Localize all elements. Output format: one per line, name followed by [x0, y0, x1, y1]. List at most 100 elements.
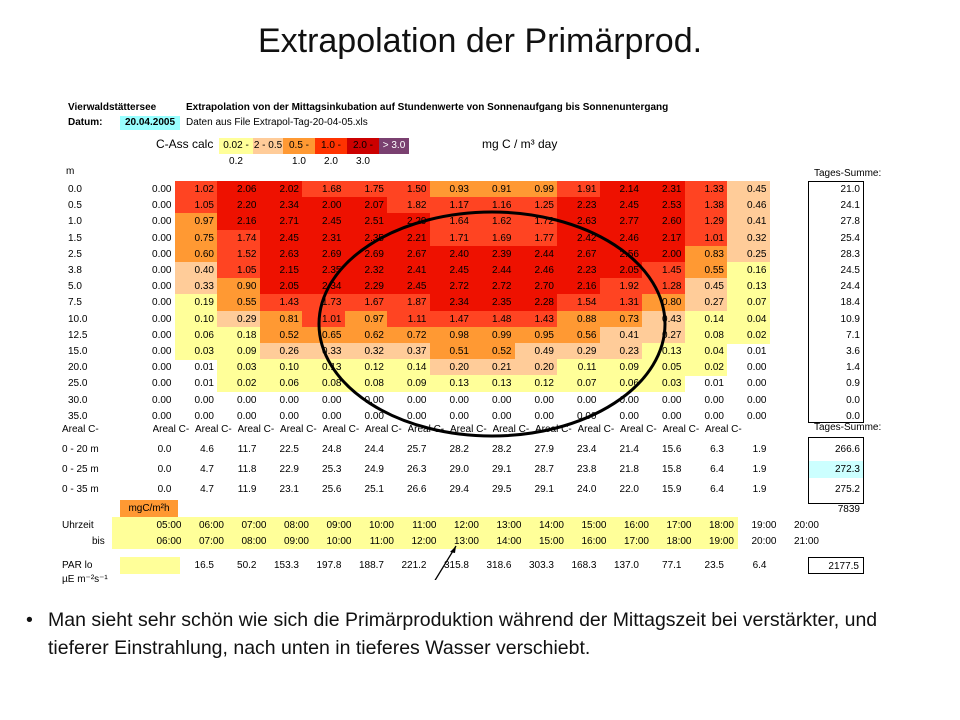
- data-cell: 2.42: [557, 229, 600, 247]
- data-cell: 1.05: [217, 262, 260, 279]
- data-cell: 0.03: [217, 359, 260, 377]
- data-cell: 0.04: [684, 343, 727, 360]
- row-sum: 24.1: [840, 200, 860, 212]
- data-cell: 0.00: [492, 394, 512, 406]
- areal-header-cell: Areal C-Ass: [662, 424, 700, 435]
- data-cell: 1.33: [684, 181, 727, 198]
- par-value: 77.1: [662, 560, 682, 571]
- data-cell: 2.40: [429, 245, 472, 263]
- time-to: 18:00: [666, 536, 692, 547]
- data-cell: 1.11: [387, 310, 430, 328]
- areal-cell: 6.3: [710, 444, 724, 455]
- highlight-ellipse: [317, 210, 667, 438]
- par-value: 303.3: [528, 560, 554, 571]
- sheet-title: Extrapolation von der Mittagsinkubation …: [186, 102, 669, 113]
- data-cell: 1.16: [472, 197, 515, 215]
- data-cell: 1.68: [302, 181, 345, 198]
- data-cell: 0.18: [217, 326, 260, 344]
- areal-cell: 29.1: [534, 484, 554, 495]
- par-value: 197.8: [316, 560, 342, 571]
- data-cell: 0.00: [747, 394, 767, 406]
- areal-cell: 23.1: [279, 484, 299, 495]
- par-value: 315.8: [443, 560, 469, 571]
- areal-cell: 23.4: [577, 444, 597, 455]
- data-cell: 0.13: [727, 278, 770, 296]
- data-cell: 1.43: [259, 294, 302, 312]
- areal-cell: 22.5: [279, 444, 299, 455]
- areal-header-cell: Areal C-Ass: [620, 424, 657, 435]
- data-cell: 0.00: [534, 394, 554, 406]
- legend-swatch: 0.5 - 1.0: [283, 138, 315, 167]
- par-value: 153.3: [273, 560, 299, 571]
- bullet-text: Man sieht sehr schön wie sich die Primär…: [48, 609, 878, 659]
- time-to: 21:00: [793, 536, 819, 547]
- data-cell: 0.46: [727, 197, 770, 215]
- depth-label: 0.0: [68, 184, 82, 195]
- data-cell: 1.31: [599, 294, 642, 312]
- data-cell: 0.08: [684, 326, 727, 344]
- date-label: Datum:: [68, 117, 103, 128]
- data-cell: 0.23: [599, 343, 642, 360]
- data-cell: 2.67: [387, 245, 430, 263]
- areal-header-cell: Areal C-Ass: [450, 424, 487, 435]
- data-cell: 2.69: [344, 245, 387, 263]
- data-cell: 1.01: [302, 310, 345, 328]
- data-cell: 2.16: [217, 213, 260, 231]
- time-from: 10:00: [368, 520, 394, 531]
- data-cell: 2.72: [472, 278, 515, 296]
- time-to: 17:00: [623, 536, 649, 547]
- legend-swatch: 2 - 0.5: [253, 138, 283, 154]
- areal-cell: 0.0: [157, 484, 172, 495]
- row-sum: 0.9: [846, 378, 860, 390]
- time-from: 20:00: [793, 520, 819, 531]
- unit-label: mg C / m³ day: [482, 137, 558, 151]
- areal-cell: 28.7: [534, 464, 554, 475]
- legend-swatch: > 3.0: [379, 138, 409, 154]
- data-cell: 0.09: [599, 359, 642, 377]
- data-cell: 0.01: [194, 362, 214, 374]
- areal-cell: 29.4: [449, 484, 469, 495]
- data-cell: 0.41: [727, 213, 770, 231]
- data-cell: 0.91: [472, 181, 515, 198]
- areal-sum: 266.6: [834, 444, 860, 455]
- areal-cell: 11.8: [237, 464, 257, 475]
- data-cell: 0.00: [152, 200, 172, 212]
- par-value: 137.0: [613, 560, 639, 571]
- data-cell: 0.00: [364, 394, 384, 406]
- data-cell: 0.20: [514, 359, 557, 377]
- par-value: 16.5: [194, 560, 214, 571]
- areal-header-cell: Areal C-Ass: [705, 424, 742, 435]
- data-cell: 2.60: [642, 213, 685, 231]
- depth-label: 30.0: [68, 394, 88, 406]
- areal-header-cell: Areal C-Ass: [492, 424, 530, 435]
- time-from: 12:00: [453, 520, 479, 531]
- depth-label: 1.0: [68, 216, 82, 228]
- slide-title: Extrapolation der Primärprod.: [257, 22, 703, 60]
- data-cell: 2.21: [387, 229, 430, 247]
- areal-header-cell: Areal C-Ass: [280, 424, 317, 435]
- time-from: 17:00: [666, 520, 692, 531]
- data-cell: 0.29: [217, 310, 260, 328]
- areal-cell: 22.0: [619, 484, 639, 495]
- areal-cell: 15.6: [662, 444, 682, 455]
- depth-label: 15.0: [68, 346, 88, 357]
- legend-swatch: 2.0 - 3.0: [347, 138, 379, 167]
- data-cell: 0.65: [302, 326, 345, 344]
- time-to: 10:00: [326, 536, 352, 547]
- legend-swatch: 0.02 - 0.2: [219, 138, 253, 167]
- data-cell: 0.12: [344, 359, 387, 377]
- areal-row-label: 0 - 20 m: [62, 444, 99, 455]
- tages-summe-label: Tages-Summe:: [814, 168, 882, 179]
- areal-cell: 11.9: [237, 484, 257, 495]
- data-cell: 0.26: [259, 343, 302, 360]
- row-sum: 10.9: [840, 313, 860, 325]
- data-cell: 0.00: [322, 394, 342, 406]
- data-cell: 0.00: [662, 410, 682, 422]
- depth-label: 25.0: [68, 378, 88, 390]
- areal-cell: 25.1: [364, 484, 384, 495]
- areal-cell: 6.4: [710, 484, 724, 495]
- areal-row-label: 0 - 35 m: [62, 484, 99, 495]
- areal-header-cell: Areal C-Ass: [322, 424, 360, 435]
- data-cell: 0.00: [449, 410, 469, 422]
- data-cell: 0.00: [152, 313, 172, 325]
